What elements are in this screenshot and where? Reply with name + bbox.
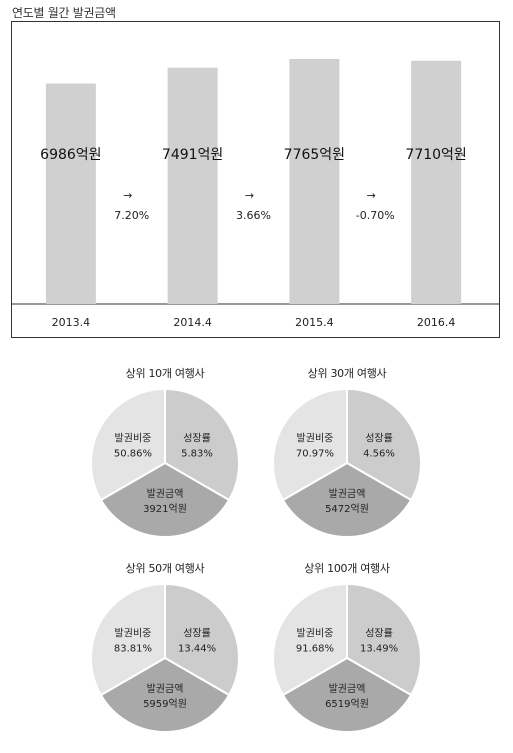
pie-slice-label-2: 발권비중 bbox=[115, 433, 152, 445]
pie-slice-value-1: 6519억원 bbox=[325, 698, 369, 710]
pie-slice-value-2: 83.81% bbox=[114, 644, 152, 655]
pie-title-top10: 상위 10개 여행사 bbox=[125, 367, 205, 380]
growth-arrow-0: → bbox=[123, 189, 132, 202]
pie-slice-label-0: 성장률 bbox=[183, 628, 211, 640]
pie-slice-label-0: 성장률 bbox=[365, 628, 393, 640]
pie-title-top50: 상위 50개 여행사 bbox=[125, 562, 205, 575]
bar-1 bbox=[167, 67, 218, 304]
pie-slice-2 bbox=[272, 387, 348, 502]
pie-slice-0 bbox=[346, 582, 422, 697]
pie-slice-value-0: 13.44% bbox=[178, 644, 216, 655]
growth-label-1: 3.66% bbox=[236, 209, 271, 222]
growth-label-2: -0.70% bbox=[356, 209, 395, 222]
x-tick-label-3: 2016.4 bbox=[417, 316, 456, 329]
pie-title-top30: 상위 30개 여행사 bbox=[307, 367, 387, 380]
growth-arrow-1: → bbox=[245, 189, 254, 202]
pie-slice-2 bbox=[90, 582, 166, 697]
bar-value-label-1: 7491억원 bbox=[162, 147, 223, 163]
pie-slice-2 bbox=[90, 387, 166, 502]
pie-slice-0 bbox=[164, 387, 240, 502]
bar-3 bbox=[411, 60, 462, 304]
pie-slice-value-2: 91.68% bbox=[296, 644, 334, 655]
pie-slice-value-2: 70.97% bbox=[296, 449, 334, 460]
pie-slice-value-0: 13.49% bbox=[360, 644, 398, 655]
bar-value-label-2: 7765억원 bbox=[284, 147, 345, 163]
pie-chart-top10: 상위 10개 여행사 성장률 5.83% 발권금액 3921억원 발권비중 50.86% bbox=[70, 365, 260, 545]
pie-slice-0 bbox=[346, 387, 422, 502]
pie-svg-top50: 성장률 13.44% 발권금액 5959억원 발권비중 83.81% bbox=[90, 582, 240, 734]
pie-slice-value-1: 3921억원 bbox=[143, 503, 187, 515]
x-tick-label-0: 2013.4 bbox=[52, 316, 91, 329]
pie-slice-value-0: 5.83% bbox=[181, 449, 213, 460]
pie-slice-2 bbox=[272, 582, 348, 697]
pie-slice-value-1: 5959억원 bbox=[143, 698, 187, 710]
pie-title-top100: 상위 100개 여행사 bbox=[304, 562, 390, 575]
pie-slice-0 bbox=[164, 582, 240, 697]
bar-value-label-0: 6986억원 bbox=[40, 147, 101, 163]
bar-2 bbox=[289, 59, 340, 304]
pie-slice-label-2: 발권비중 bbox=[297, 628, 334, 640]
pie-svg-top10: 성장률 5.83% 발권금액 3921억원 발권비중 50.86% bbox=[90, 387, 240, 539]
pie-slice-label-1: 발권금액 bbox=[329, 683, 366, 695]
pie-slice-value-2: 50.86% bbox=[114, 449, 152, 460]
pie-chart-top100: 상위 100개 여행사 성장률 13.49% 발권금액 6519억원 발권비중 91.68… bbox=[252, 560, 442, 740]
pie-svg-top100: 성장률 13.49% 발권금액 6519억원 발권비중 91.68% bbox=[272, 582, 422, 734]
growth-label-0: 7.20% bbox=[114, 209, 149, 222]
pie-slice-value-0: 4.56% bbox=[363, 449, 395, 460]
x-tick-label-2: 2015.4 bbox=[295, 316, 334, 329]
pie-slice-label-0: 성장률 bbox=[183, 433, 211, 445]
pie-slice-label-2: 발권비중 bbox=[297, 433, 334, 445]
x-tick-label-1: 2014.4 bbox=[173, 316, 212, 329]
bar-chart-frame: 6986억원 2013.4 7491억원 2014.4 7765억원 2015.4 7710… bbox=[11, 21, 500, 338]
bar-chart: 6986억원 2013.4 7491억원 2014.4 7765억원 2015.4 7710… bbox=[12, 59, 499, 329]
pie-slice-label-1: 발권금액 bbox=[147, 683, 184, 695]
pie-slice-label-0: 성장률 bbox=[365, 433, 393, 445]
bar-value-label-3: 7710억원 bbox=[405, 147, 466, 163]
pie-slice-label-2: 발권비중 bbox=[115, 628, 152, 640]
pie-chart-top30: 상위 30개 여행사 성장률 4.56% 발권금액 5472억원 발권비중 70.97% bbox=[252, 365, 442, 545]
growth-arrow-2: → bbox=[367, 189, 376, 202]
pie-slice-label-1: 발권금액 bbox=[329, 488, 366, 500]
pie-slice-label-1: 발권금액 bbox=[147, 488, 184, 500]
page-title: 연도별 월간 발권금액 bbox=[12, 6, 116, 20]
pie-chart-top50: 상위 50개 여행사 성장률 13.44% 발권금액 5959억원 발권비중 83.81% bbox=[70, 560, 260, 740]
pie-svg-top30: 성장률 4.56% 발권금액 5472억원 발권비중 70.97% bbox=[272, 387, 422, 539]
pie-slice-value-1: 5472억원 bbox=[325, 503, 369, 515]
bar-0 bbox=[45, 83, 96, 304]
